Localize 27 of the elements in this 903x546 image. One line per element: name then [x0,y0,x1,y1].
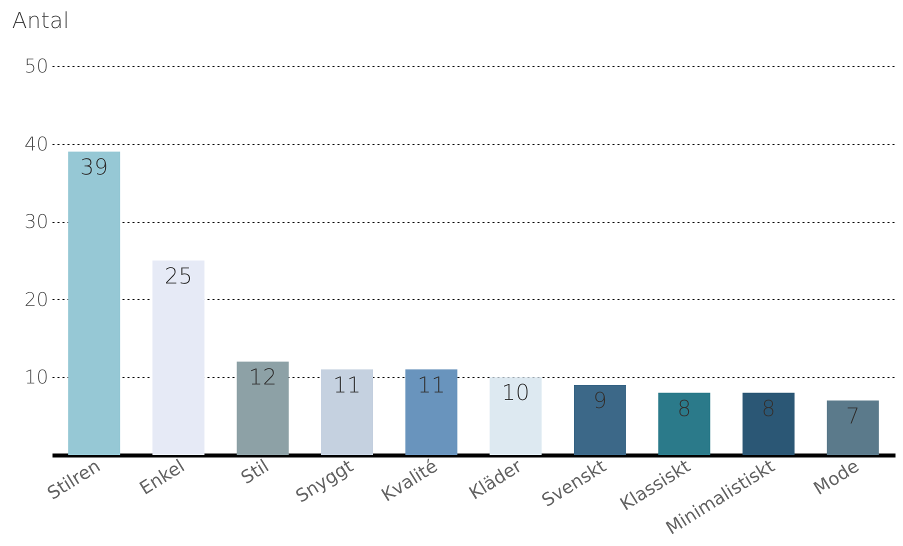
data-label: 11 [417,373,446,398]
bar [321,369,374,455]
y-axis-title: Antal [12,9,70,34]
y-tick-label: 30 [24,211,48,234]
bar [658,392,710,455]
bar [490,377,542,455]
data-label: 25 [164,264,192,290]
bar [152,260,204,455]
data-label: 10 [502,381,530,406]
bar [742,392,795,455]
y-tick-label: 50 [24,56,48,78]
data-label: 7 [846,404,860,430]
bar [826,400,879,455]
data-label: 11 [333,373,362,398]
y-tick-label: 10 [24,366,48,389]
x-tick-label: Stil [238,456,273,489]
data-label: 12 [248,366,277,391]
bar [68,152,120,455]
bar [574,384,626,455]
y-tick-label: 20 [24,288,48,311]
data-label: 39 [80,156,108,181]
bar [405,369,458,455]
y-tick-label: 40 [24,133,48,156]
data-label: 9 [592,388,607,414]
bar [236,362,289,455]
data-label: 8 [677,396,692,422]
data-label: 8 [762,396,776,422]
